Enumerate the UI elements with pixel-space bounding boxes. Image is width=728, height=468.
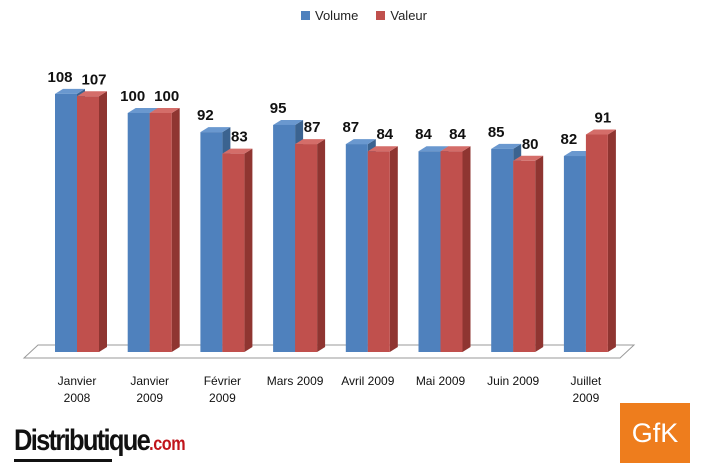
x-tick-label-5: Mai 2009 — [416, 374, 466, 388]
bar-top-volume-6 — [491, 143, 522, 149]
data-label-volume-2: 92 — [197, 107, 214, 124]
data-label-valeur-0: 107 — [81, 71, 106, 88]
bar-valeur-2 — [222, 153, 245, 352]
bar-volume-2 — [200, 132, 223, 352]
bar-top-volume-4 — [345, 139, 376, 145]
bar-top-volume-5 — [418, 146, 449, 152]
x-tick-label-2: Février 2009 — [204, 374, 241, 405]
distributique-logo: Distributique.com — [14, 424, 186, 464]
legend-swatch-volume — [301, 11, 310, 20]
bar-valeur-4 — [367, 151, 390, 352]
data-label-volume-5: 84 — [415, 126, 432, 143]
data-label-volume-3: 95 — [270, 100, 287, 117]
data-label-valeur-4: 84 — [376, 126, 393, 143]
bar-side-valeur-0 — [99, 91, 107, 353]
legend-item-volume: Volume — [301, 8, 358, 23]
gfk-logo-text: GfK — [631, 417, 679, 448]
bar-volume-7 — [563, 156, 586, 352]
bar-side-valeur-5 — [462, 146, 471, 352]
bar-top-valeur-2 — [222, 148, 253, 154]
bar-top-volume-1 — [127, 108, 158, 113]
data-label-valeur-7: 91 — [595, 110, 612, 127]
data-label-valeur-1: 100 — [154, 88, 179, 105]
chart-legend: Volume Valeur — [0, 8, 728, 23]
bar-volume-4 — [345, 144, 368, 352]
data-label-volume-7: 82 — [561, 131, 578, 148]
bar-top-valeur-1 — [149, 108, 180, 113]
bar-side-valeur-7 — [607, 129, 616, 352]
bar-side-valeur-3 — [317, 139, 326, 352]
legend-item-valeur: Valeur — [376, 8, 427, 23]
bar-volume-3 — [273, 124, 296, 352]
bar-volume-0 — [55, 93, 77, 352]
bar-side-valeur-2 — [244, 148, 253, 352]
data-label-volume-0: 108 — [47, 69, 72, 86]
bar-side-valeur-6 — [535, 155, 544, 352]
data-label-valeur-3: 87 — [304, 119, 321, 136]
bar-side-valeur-4 — [389, 146, 398, 352]
bar-top-valeur-7 — [585, 129, 616, 135]
data-label-volume-4: 87 — [342, 119, 359, 136]
legend-swatch-valeur — [376, 11, 386, 20]
bar-top-volume-2 — [200, 127, 231, 133]
bar-side-valeur-1 — [171, 108, 180, 352]
x-tick-label-0: Janvier 2008 — [58, 374, 97, 405]
bar-volume-5 — [418, 151, 441, 352]
bar-top-valeur-0 — [77, 91, 107, 97]
x-tick-label-1: Janvier 2009 — [130, 374, 169, 405]
bar-valeur-1 — [149, 113, 172, 352]
bar-valeur-0 — [77, 96, 99, 353]
x-tick-label-4: Avril 2009 — [341, 374, 394, 388]
bar-valeur-7 — [585, 134, 608, 352]
x-tick-label-6: Juin 2009 — [487, 374, 539, 388]
legend-label-volume: Volume — [315, 8, 359, 23]
bar-valeur-3 — [295, 144, 318, 352]
distributique-logo-text: Distributique.com — [14, 424, 186, 457]
bar-top-volume-0 — [55, 88, 85, 94]
bar-top-volume-3 — [273, 119, 304, 125]
bar-top-valeur-4 — [367, 146, 398, 152]
data-label-valeur-2: 83 — [231, 129, 248, 146]
bar-top-valeur-5 — [440, 146, 471, 152]
distributique-logo-underline — [14, 459, 112, 462]
bar-valeur-6 — [513, 160, 536, 352]
bar-valeur-5 — [440, 151, 463, 352]
data-label-valeur-6: 80 — [522, 136, 539, 153]
x-tick-label-3: Mars 2009 — [267, 374, 324, 388]
legend-label-valeur: Valeur — [390, 8, 427, 23]
data-label-volume-1: 100 — [120, 88, 145, 105]
bar-top-valeur-3 — [295, 139, 326, 145]
data-label-volume-6: 85 — [488, 124, 505, 141]
bar-volume-1 — [127, 113, 150, 352]
bar-volume-6 — [491, 148, 514, 352]
bar-top-valeur-6 — [513, 155, 544, 161]
data-label-valeur-5: 84 — [449, 126, 466, 143]
x-tick-label-7: Juillet 2009 — [571, 374, 602, 405]
gfk-logo: GfK — [620, 403, 690, 463]
